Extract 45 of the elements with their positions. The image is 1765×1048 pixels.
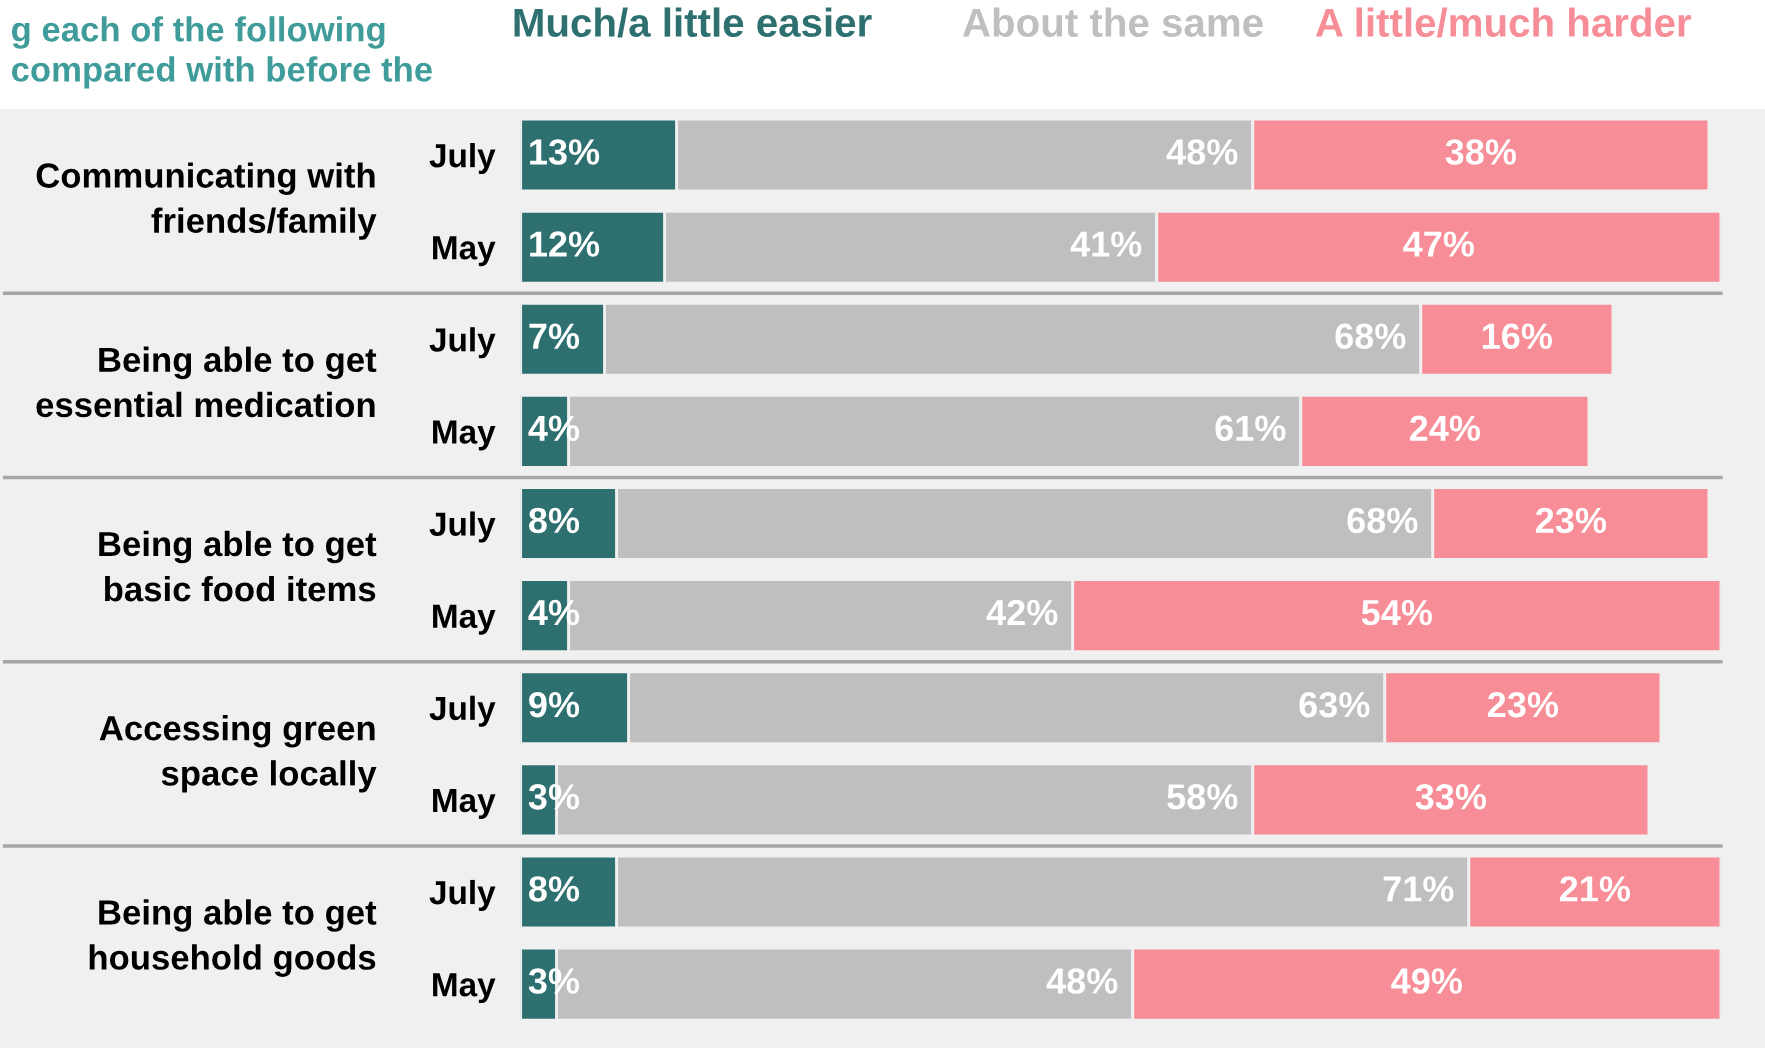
data-label: 71% bbox=[1383, 876, 1454, 902]
data-label: 47% bbox=[1403, 231, 1475, 257]
text: Being able to get essential medication bbox=[36, 346, 377, 418]
y-tick-label: May bbox=[433, 420, 496, 451]
y-tick-label: July bbox=[429, 511, 496, 543]
data-label: 16% bbox=[1482, 323, 1553, 349]
data-label: 68% bbox=[1347, 507, 1418, 534]
data-label: 68% bbox=[1335, 323, 1406, 349]
text: Much/a little easier bbox=[514, 7, 872, 38]
data-label: 23% bbox=[1487, 691, 1559, 718]
y-tick-label: July bbox=[429, 879, 496, 911]
data-label: 12% bbox=[530, 231, 600, 257]
data-label: 63% bbox=[1299, 691, 1370, 718]
text: Accessing green space locally bbox=[99, 715, 377, 793]
data-label: 8% bbox=[529, 876, 580, 902]
y-tick-label: July bbox=[429, 695, 496, 727]
text: g each of the following compared with before the bbox=[11, 16, 432, 89]
y-tick-label: May bbox=[433, 604, 496, 635]
y-tick-label: May bbox=[433, 789, 496, 819]
data-label: 48% bbox=[1166, 139, 1238, 165]
data-label: 42% bbox=[986, 599, 1058, 626]
data-label: 13% bbox=[530, 139, 600, 165]
text: Being able to get basic food items bbox=[99, 530, 377, 602]
data-label: 38% bbox=[1445, 139, 1517, 165]
data-label: 61% bbox=[1215, 415, 1286, 442]
text: Communicating with friends/family bbox=[36, 162, 377, 240]
text: Being able to get household goods bbox=[89, 899, 377, 977]
y-tick-label: July bbox=[429, 142, 496, 175]
data-label: 9% bbox=[529, 691, 580, 718]
data-label: 8% bbox=[529, 507, 580, 534]
data-label: 48% bbox=[1046, 968, 1118, 994]
y-tick-label: July bbox=[429, 327, 496, 359]
text: About the same bbox=[962, 7, 1263, 38]
y-tick-label: May bbox=[433, 236, 496, 267]
data-label: 41% bbox=[1070, 231, 1142, 257]
data-label: 7% bbox=[529, 323, 580, 349]
data-label: 23% bbox=[1535, 507, 1607, 534]
y-tick-label: May bbox=[433, 973, 496, 1004]
data-label: 33% bbox=[1415, 784, 1487, 810]
data-label: 24% bbox=[1409, 415, 1481, 442]
data-label: 49% bbox=[1391, 968, 1463, 994]
data-label: 21% bbox=[1559, 876, 1631, 902]
text: A little/much harder bbox=[1315, 7, 1692, 38]
data-label: 54% bbox=[1361, 599, 1433, 626]
data-label: 58% bbox=[1167, 784, 1238, 810]
